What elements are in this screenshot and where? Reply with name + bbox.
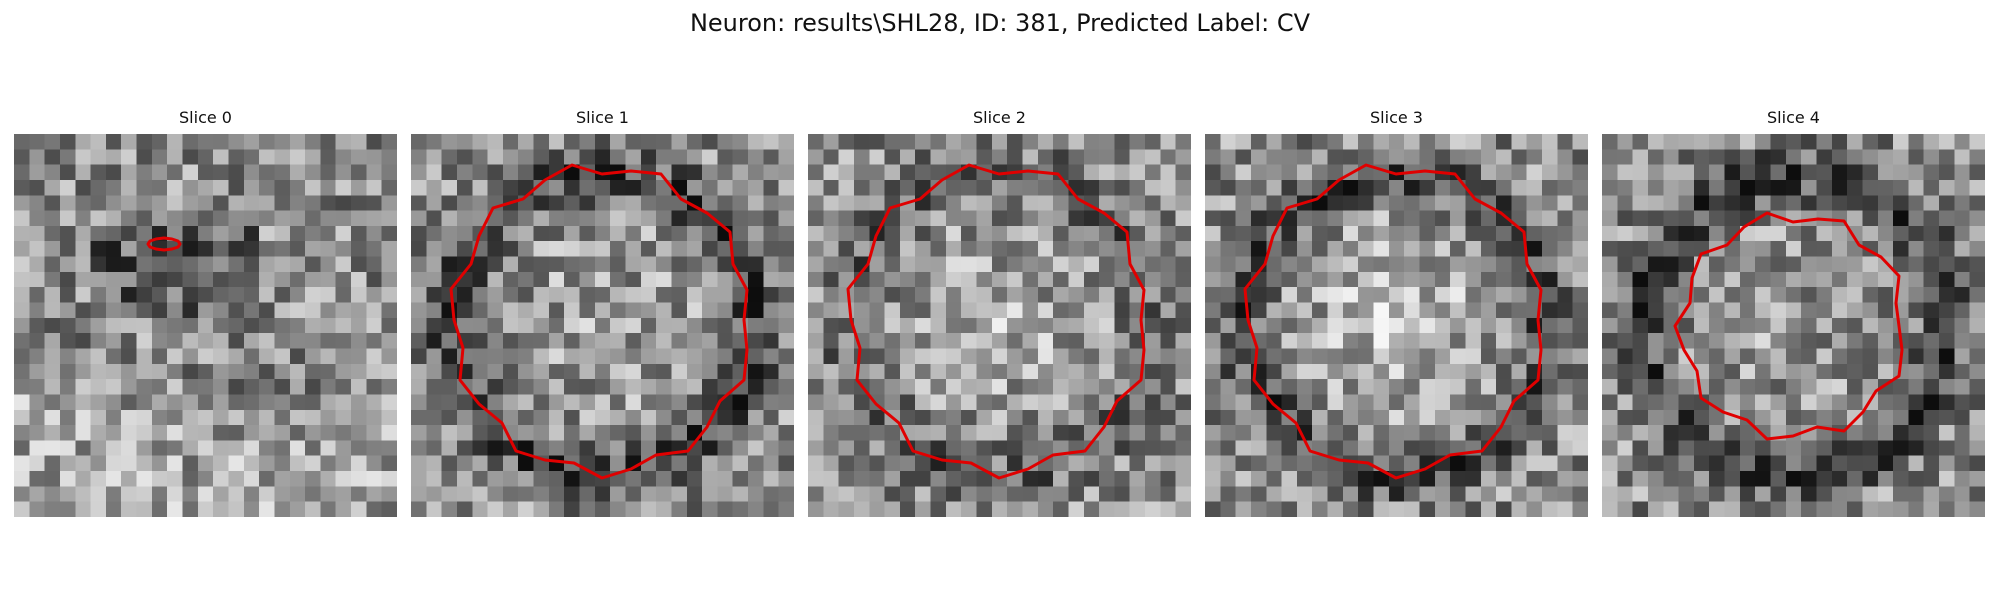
slice-panel: Slice 2	[808, 108, 1191, 517]
roi-contour	[449, 163, 749, 480]
slice-image	[1602, 134, 1985, 517]
slice-panel: Slice 3	[1205, 108, 1588, 517]
roi-contour	[1243, 163, 1543, 480]
roi-contour	[1673, 211, 1904, 441]
slice-title: Slice 1	[576, 108, 629, 127]
roi-contour	[846, 163, 1146, 480]
slice-image	[1205, 134, 1588, 517]
slice-panel: Slice 4	[1602, 108, 1985, 517]
figure-title: Neuron: results\SHL28, ID: 381, Predicte…	[689, 9, 1311, 37]
roi-contour	[146, 236, 182, 252]
slice-title: Slice 4	[1767, 108, 1820, 127]
slice-title: Slice 0	[179, 108, 232, 127]
slice-panel: Slice 1	[411, 108, 794, 517]
slice-image	[808, 134, 1191, 517]
slice-title: Slice 3	[1370, 108, 1423, 127]
slice-panel: Slice 0	[14, 108, 397, 517]
slice-image	[411, 134, 794, 517]
slice-image	[14, 134, 397, 517]
slice-title: Slice 2	[973, 108, 1026, 127]
